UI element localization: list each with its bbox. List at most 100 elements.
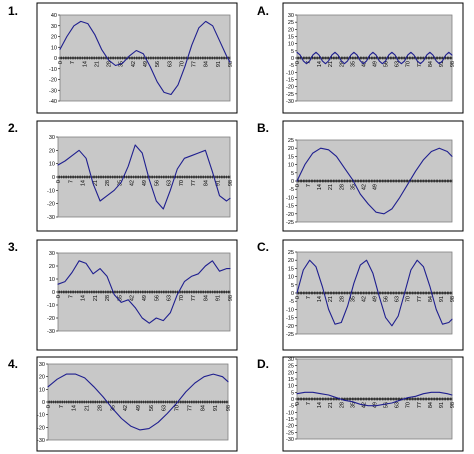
chart4-xtick-label: 49 (373, 184, 379, 190)
chart2-xtick-label: 91 (439, 61, 445, 67)
chart2-ytick-label: -25 (286, 92, 294, 98)
chart7-xtick-label: 49 (136, 405, 142, 411)
chart7-xtick-label: 14 (72, 405, 78, 411)
chart1-xtick-label: 77 (192, 61, 198, 67)
chart7-xtick-label: 42 (123, 405, 129, 411)
chart8-ytick-label: -20 (286, 424, 294, 430)
chart3-xtick-label: 14 (81, 180, 87, 186)
chart2-xtick-label: 49 (373, 61, 379, 67)
chart5-ytick-label: -10 (47, 303, 55, 309)
chart2-ytick-label: -10 (286, 70, 294, 76)
chart6-xtick-label: 7 (306, 296, 312, 299)
chart7-ytick-label: 10 (39, 387, 45, 393)
chart3-ytick-label: 0 (52, 175, 55, 181)
chart1-xtick-label: 84 (204, 61, 210, 67)
chart3-xtick-label: 84 (203, 180, 209, 186)
chart3-xtick-label: 77 (191, 180, 197, 186)
chart3-xtick-label: 70 (179, 180, 185, 186)
chart6-xtick-label: 98 (450, 296, 456, 302)
chart1-ytick-label: -30 (49, 88, 57, 94)
chart1-ytick-label: -10 (49, 67, 57, 73)
chart6-xtick-label: 14 (317, 296, 323, 302)
chart6-xtick-label: 28 (339, 296, 345, 302)
chart5-xtick-label: 98 (228, 295, 234, 301)
chart5-xtick-label: 42 (130, 295, 136, 301)
chart6-xtick-label: 56 (384, 296, 390, 302)
chart8-ytick-label: 0 (291, 397, 294, 403)
chart8-ytick-label: 5 (291, 390, 294, 396)
panel-label-c: C. (257, 240, 269, 254)
chart7-xtick-label: 56 (149, 405, 155, 411)
chart3-ytick-label: 30 (49, 135, 55, 141)
chart3-xtick-label: 49 (142, 180, 148, 186)
chart7-xtick-label: 98 (226, 405, 232, 411)
chart2-ytick-label: 30 (288, 13, 294, 19)
chart8-ytick-label: -5 (289, 404, 294, 410)
chart8-series-line (296, 391, 453, 407)
chart5-ytick-label: 0 (52, 290, 55, 296)
chart7-xtick-label: 84 (200, 405, 206, 411)
chart3-xtick-label: 63 (167, 180, 173, 186)
chart5-xtick-label: 63 (167, 295, 173, 301)
chart5-ytick-label: 30 (49, 251, 55, 257)
chart6-xtick-label: 0 (295, 296, 301, 299)
chart8-ytick-label: 30 (288, 357, 294, 363)
chart4-xtick-label: 28 (339, 184, 345, 190)
chart1-xtick-label: 91 (216, 61, 222, 67)
chart8-xtick-label: 84 (428, 402, 434, 408)
chart7-xtick-label: 70 (175, 405, 181, 411)
chart6-ytick-label: 5 (291, 283, 294, 289)
chart7-xtick-label: 21 (85, 405, 91, 411)
chart1-xtick-label: 0 (58, 61, 64, 64)
panel-label-3: 3. (8, 240, 19, 254)
chart1-xtick-label: 21 (94, 61, 100, 67)
chart5-xtick-label: 14 (81, 295, 87, 301)
chart8-xtick-label: 21 (328, 402, 334, 408)
panel-label-4: 4. (8, 357, 19, 371)
chart7-xtick-label: 7 (59, 405, 65, 408)
chart7-series-line (47, 373, 229, 431)
chart8-xtick-label: 63 (395, 402, 401, 408)
chart2-xtick-label: 0 (295, 61, 301, 64)
chart6-xtick-label: 35 (350, 296, 356, 302)
chart2-xtick-label: 77 (417, 61, 423, 67)
chart8-ytick-label: -10 (286, 410, 294, 416)
chart8-ytick-label: 25 (288, 364, 294, 370)
chart4-ytick-label: 0 (291, 179, 294, 185)
chart1-series-line (59, 20, 231, 96)
chart6-ytick-label: 15 (288, 266, 294, 272)
chart8-xtick-label: 49 (373, 402, 379, 408)
chart3-xtick-label: 42 (130, 180, 136, 186)
chart3-ytick-label: -30 (47, 215, 55, 221)
chart3-ytick-label: -20 (47, 202, 55, 208)
chart8-xtick-label: 7 (306, 402, 312, 405)
chart8-xtick-label: 35 (350, 402, 356, 408)
panel-label-b: B. (257, 121, 269, 135)
chart1-ytick-label: 10 (51, 45, 57, 51)
chart1-ytick-label: 20 (51, 35, 57, 41)
chart6-ytick-label: -20 (286, 324, 294, 330)
chart4-xtick-label: 21 (328, 184, 334, 190)
chart7-ytick-label: 20 (39, 375, 45, 381)
chart5-xtick-label: 49 (142, 295, 148, 301)
panel-label-d: D. (257, 357, 269, 371)
chart2-xtick-label: 98 (450, 61, 456, 67)
chart4-ytick-label: 10 (288, 163, 294, 169)
chart2-xtick-label: 28 (339, 61, 345, 67)
chart2-ytick-label: -20 (286, 85, 294, 91)
chart4-ytick-label: 20 (288, 146, 294, 152)
chart4-ytick-label: 25 (288, 138, 294, 144)
chart4-ytick-label: -20 (286, 212, 294, 218)
chart4-xtick-label: 14 (317, 184, 323, 190)
chart6-ytick-label: 25 (288, 250, 294, 256)
chart5-ytick-label: -30 (47, 329, 55, 335)
chart4-ytick-label: 15 (288, 154, 294, 160)
chart2-ytick-label: 10 (288, 42, 294, 48)
chart4-ytick-label: -15 (286, 204, 294, 210)
chart4-xtick-label: 35 (350, 184, 356, 190)
chart5-ytick-label: 10 (49, 277, 55, 283)
chart3-xtick-label: 98 (228, 180, 234, 186)
chart1-ytick-label: 30 (51, 24, 57, 30)
chart7-xtick-label: 28 (97, 405, 103, 411)
chart6-xtick-label: 70 (406, 296, 412, 302)
